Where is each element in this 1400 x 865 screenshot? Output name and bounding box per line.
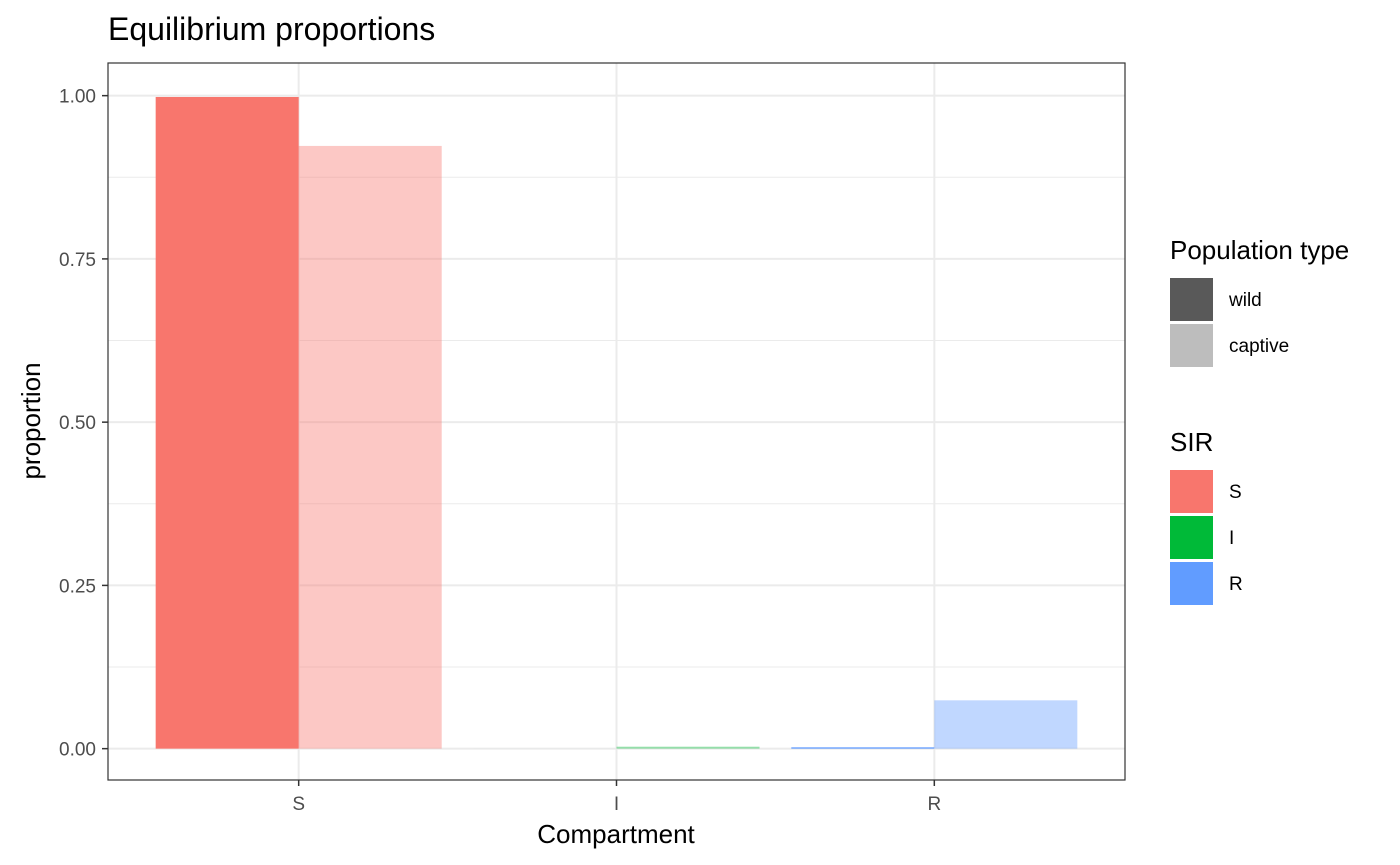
- legend-label: S: [1229, 482, 1242, 503]
- y-tick-label: 0.50: [59, 413, 96, 434]
- legend-label: I: [1229, 528, 1234, 549]
- legend-label: wild: [1228, 290, 1262, 311]
- y-tick-label: 0.25: [59, 576, 96, 597]
- bars: [155, 96, 1078, 749]
- legend-title: SIR: [1170, 427, 1213, 457]
- bar-R-captive: [934, 700, 1078, 749]
- bar-R-wild: [791, 747, 935, 749]
- x-axis-title: Compartment: [537, 819, 695, 849]
- y-axis: 0.00 0.25 0.50 0.75 1.00: [59, 87, 108, 761]
- y-tick-label: 1.00: [59, 87, 96, 108]
- legend-label: R: [1229, 574, 1243, 595]
- x-tick-label: I: [614, 794, 619, 815]
- y-tick-label: 0.75: [59, 250, 96, 271]
- legend-key: [1170, 324, 1213, 367]
- legend-key: [1170, 278, 1213, 321]
- x-tick-label: S: [292, 794, 305, 815]
- legend-key: [1170, 516, 1213, 559]
- x-tick-label: R: [927, 794, 941, 815]
- legend-title: Population type: [1170, 235, 1349, 265]
- bar-I-captive: [616, 746, 760, 749]
- legend-key: [1170, 470, 1213, 513]
- chart-title: Equilibrium proportions: [108, 11, 435, 47]
- y-tick-label: 0.00: [59, 740, 96, 761]
- bar-S-captive: [298, 145, 442, 749]
- y-axis-title: proportion: [16, 362, 46, 479]
- legend-label: captive: [1229, 336, 1289, 357]
- bar-S-wild: [155, 96, 299, 749]
- legend-key: [1170, 562, 1213, 605]
